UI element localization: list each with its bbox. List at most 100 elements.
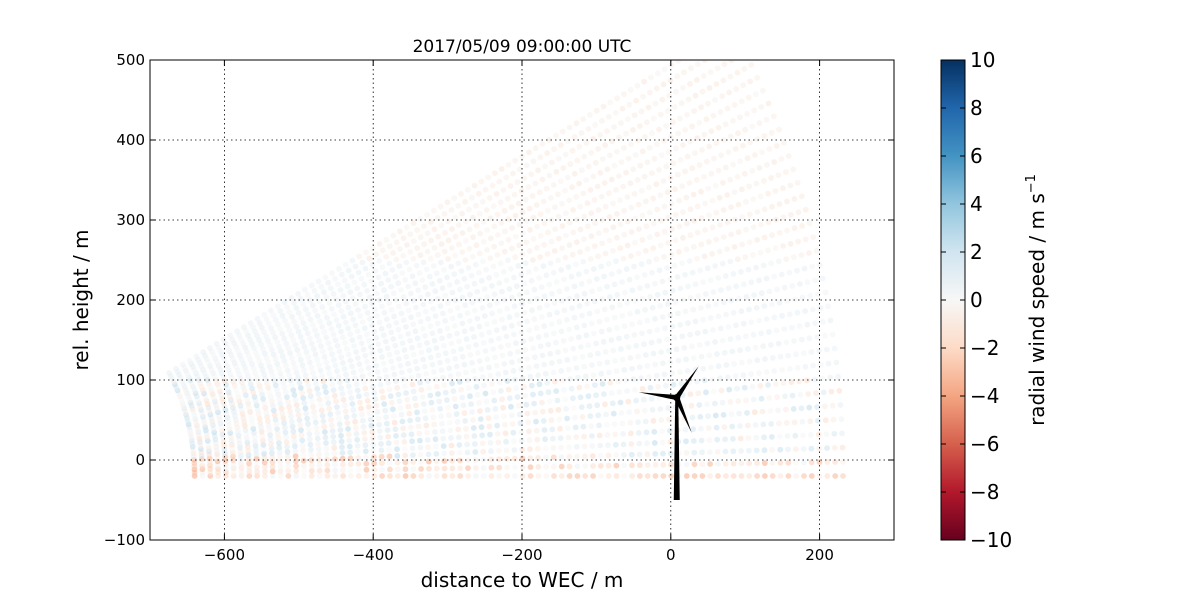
scan-point xyxy=(835,373,841,380)
scan-point xyxy=(359,259,366,266)
scan-point xyxy=(356,253,363,260)
scan-point xyxy=(573,443,580,450)
scan-point xyxy=(422,308,429,315)
scan-point xyxy=(495,447,502,454)
scan-point xyxy=(473,202,479,209)
scan-point xyxy=(637,285,643,291)
scan-point xyxy=(591,197,598,203)
scan-point xyxy=(330,356,337,363)
scan-point xyxy=(747,139,753,146)
scan-point xyxy=(801,459,807,466)
scan-point xyxy=(358,405,364,412)
scan-point xyxy=(536,189,543,196)
scan-point xyxy=(553,388,560,394)
scan-point xyxy=(747,78,754,85)
scan-point xyxy=(534,295,540,302)
scan-points xyxy=(166,60,846,479)
scan-point xyxy=(261,350,268,357)
scan-point xyxy=(705,425,712,431)
scan-point xyxy=(546,281,553,288)
scan-point xyxy=(744,346,751,352)
scan-point xyxy=(753,447,760,454)
scan-point xyxy=(511,331,517,338)
scan-point xyxy=(463,218,469,225)
scan-point xyxy=(521,280,528,287)
scan-point xyxy=(498,240,505,247)
scan-point xyxy=(282,389,289,396)
scan-point xyxy=(361,430,368,436)
scan-point xyxy=(689,269,696,276)
scan-point xyxy=(731,102,738,108)
scan-point xyxy=(588,233,595,240)
scan-point xyxy=(593,392,599,399)
scan-point xyxy=(285,345,292,352)
scan-point xyxy=(487,372,494,379)
scan-point xyxy=(614,211,620,217)
scan-point xyxy=(330,387,337,394)
scan-point xyxy=(505,237,512,243)
scan-point xyxy=(646,209,653,216)
scan-point xyxy=(526,364,532,371)
scan-point xyxy=(610,410,617,417)
scan-point xyxy=(624,242,631,249)
scan-point xyxy=(526,248,533,254)
scan-point xyxy=(516,411,523,418)
scan-point xyxy=(360,346,367,353)
scan-point xyxy=(680,84,686,91)
colorbar-label: radial wind speed / m s−1 xyxy=(1024,174,1049,426)
scan-point xyxy=(449,289,456,296)
scan-point xyxy=(689,343,695,350)
scan-point xyxy=(596,318,603,325)
scan-point xyxy=(738,268,744,275)
scan-point xyxy=(552,378,558,385)
scan-point xyxy=(660,178,667,184)
scan-point xyxy=(430,414,437,421)
scan-point xyxy=(271,377,278,384)
scan-point xyxy=(428,237,434,244)
scan-point xyxy=(373,335,380,341)
scan-point xyxy=(572,424,579,431)
scan-point xyxy=(430,305,436,312)
scan-point xyxy=(350,316,356,323)
scan-point xyxy=(784,298,791,304)
scan-point xyxy=(709,251,715,257)
scan-point xyxy=(555,257,561,264)
scan-point xyxy=(585,163,592,170)
scan-point xyxy=(403,390,409,396)
scan-point xyxy=(374,313,381,319)
scan-point xyxy=(266,427,273,434)
scan-point xyxy=(577,394,584,401)
scan-point xyxy=(343,414,350,421)
scan-point xyxy=(417,318,424,325)
scan-point xyxy=(307,393,314,399)
scan-point xyxy=(349,401,356,407)
scan-point xyxy=(715,473,721,479)
scan-point xyxy=(368,422,375,429)
scan-point xyxy=(679,183,686,190)
scan-point xyxy=(727,336,734,342)
scan-point xyxy=(685,320,691,326)
scan-point xyxy=(308,340,315,347)
scan-point xyxy=(295,310,302,316)
scan-point xyxy=(715,275,722,281)
scan-point xyxy=(461,410,468,416)
scan-point xyxy=(748,319,755,325)
scan-point xyxy=(425,451,432,458)
scan-point xyxy=(403,259,410,266)
scan-point xyxy=(452,214,459,221)
scan-point xyxy=(540,418,547,424)
scan-point xyxy=(348,473,354,479)
scan-point xyxy=(415,416,421,423)
scan-point xyxy=(628,141,634,148)
scan-point xyxy=(549,360,555,366)
scan-point xyxy=(561,307,568,314)
scan-point xyxy=(642,247,649,254)
scan-point xyxy=(490,263,497,270)
scan-point xyxy=(585,125,592,132)
scan-point xyxy=(399,270,406,276)
scan-point xyxy=(769,301,775,308)
scan-point xyxy=(766,395,773,401)
scan-point xyxy=(254,464,260,471)
scan-point xyxy=(277,454,283,460)
scan-point xyxy=(574,216,580,223)
